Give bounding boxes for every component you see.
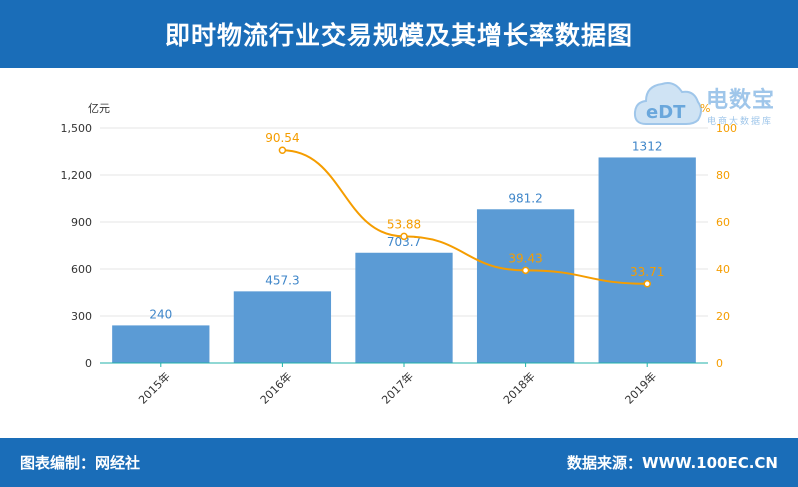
footer-source: 数据来源：WWW.100EC.CN <box>567 454 778 472</box>
line-data-label: 53.88 <box>387 217 421 231</box>
x-tick-label: 2015年 <box>135 369 172 406</box>
x-tick-label: 2018年 <box>500 369 537 406</box>
line-data-label: 90.54 <box>265 131 299 145</box>
x-tick-label: 2017年 <box>379 369 416 406</box>
footer-compiler: 图表编制：网经社 <box>20 454 141 472</box>
bar-data-label: 457.3 <box>265 273 299 287</box>
left-tick-label: 1,200 <box>61 169 93 182</box>
bar-data-label: 240 <box>149 307 172 321</box>
line-series: 90.54 53.88 39.43 33.71 <box>265 131 664 288</box>
line-point <box>400 232 408 241</box>
chart-footer: 图表编制：网经社 数据来源：WWW.100EC.CN <box>0 438 798 487</box>
line-point <box>521 266 530 275</box>
left-tick-label: 900 <box>71 216 92 229</box>
line-point <box>643 280 651 288</box>
left-tick-label: 1,500 <box>61 122 93 135</box>
left-tick-label: 600 <box>71 263 92 276</box>
brand-logo: eDT 电数宝 电商大数据库 <box>632 74 792 134</box>
chart-title: 即时物流行业交易规模及其增长率数据图 <box>164 21 633 50</box>
line-data-label: 39.43 <box>508 251 542 265</box>
right-tick-label: 80 <box>716 169 730 182</box>
bar <box>476 209 575 363</box>
left-tick-label: 300 <box>71 310 92 323</box>
x-tick-label: 2019年 <box>622 369 659 406</box>
cloud-logo-icon: eDT <box>633 82 702 125</box>
right-tick-label: 100 <box>716 122 737 135</box>
right-tick-label: 40 <box>716 263 730 276</box>
logo-icon-text: eDT <box>646 102 686 123</box>
combo-chart: 240 457.3 703.7 981.2 1312 90.54 53.88 39.43 33… <box>61 102 738 407</box>
brand-subtitle: 电商大数据库 <box>707 117 774 127</box>
bar-data-label: 981.2 <box>508 191 542 205</box>
bar <box>112 325 210 363</box>
brand-name: 电数宝 <box>706 88 776 113</box>
right-tick-label: 0 <box>716 357 723 370</box>
x-tick-label: 2016年 <box>257 369 294 406</box>
right-tick-label: 60 <box>716 216 730 229</box>
chart-header: 即时物流行业交易规模及其增长率数据图 <box>0 0 798 68</box>
bar-data-label: 703.7 <box>387 235 421 249</box>
line-point <box>278 146 287 154</box>
bar <box>598 157 696 363</box>
bar-data-label: 1312 <box>632 139 663 153</box>
right-axis-unit: % <box>700 102 710 115</box>
left-tick-label: 0 <box>85 357 92 370</box>
bar <box>233 291 332 363</box>
right-tick-label: 20 <box>716 310 730 323</box>
bar-series: 240 457.3 703.7 981.2 1312 <box>112 139 696 363</box>
bar <box>355 252 453 363</box>
line-data-label: 33.71 <box>630 265 664 279</box>
growth-rate-line <box>282 149 648 285</box>
left-axis-unit: 亿元 <box>88 102 110 115</box>
